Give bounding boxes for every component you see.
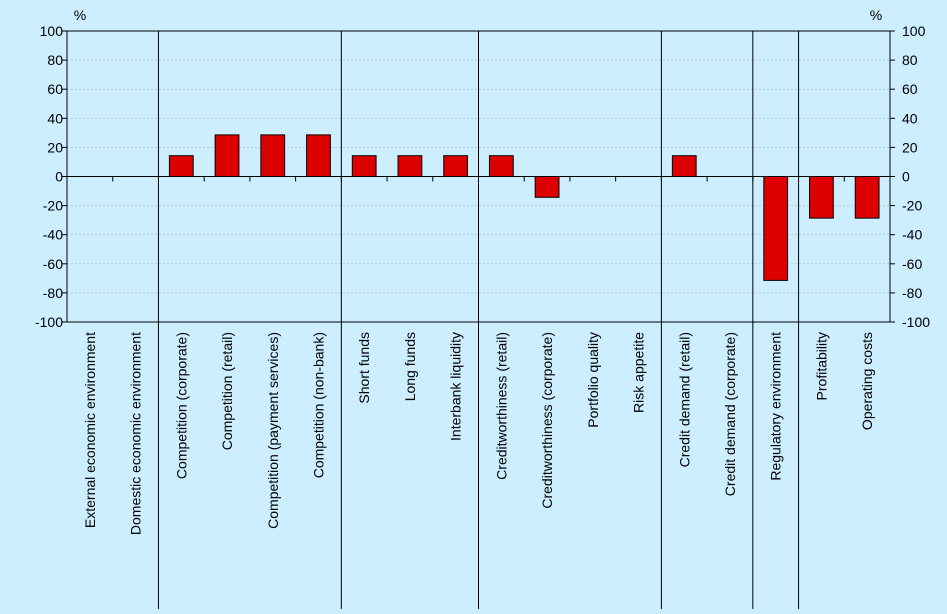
x-tick-label: Long funds bbox=[402, 332, 418, 401]
x-axis-labels: External economic environment Domestic ec… bbox=[82, 332, 875, 535]
group-separators bbox=[157, 31, 800, 609]
bar bbox=[809, 176, 834, 219]
x-tick-label: External economic environment bbox=[82, 332, 98, 528]
y-tick-label-right: 80 bbox=[902, 52, 918, 68]
bar bbox=[260, 134, 286, 177]
bar bbox=[168, 155, 194, 177]
bar bbox=[214, 134, 240, 177]
x-tick-label: Profitability bbox=[813, 332, 829, 400]
y-tick-label-right: -20 bbox=[902, 198, 922, 214]
bar-series bbox=[168, 134, 880, 281]
bar bbox=[488, 155, 514, 177]
x-tick-label: Creditworthiness (retail) bbox=[493, 332, 509, 480]
y-axis-left-unit: % bbox=[74, 7, 86, 23]
y-tick-label-right: -80 bbox=[902, 285, 922, 301]
y-tick-label-left: -100 bbox=[35, 314, 63, 330]
y-tick-label-left: 40 bbox=[47, 110, 63, 126]
x-tick-label: Interbank liquidity bbox=[448, 332, 464, 441]
y-tick-label-left: -60 bbox=[43, 256, 63, 272]
y-tick-label-left: 80 bbox=[47, 52, 63, 68]
x-tick-label: Domestic economic environment bbox=[128, 332, 144, 535]
x-tick-label: Competition (payment services) bbox=[265, 332, 281, 529]
x-tick-label: Competition (non-bank) bbox=[310, 332, 326, 478]
bar bbox=[443, 155, 469, 177]
y-tick-label-left: -40 bbox=[43, 227, 63, 243]
x-tick-label: Credit demand (retail) bbox=[676, 332, 692, 467]
x-tick-label: Competition (corporate) bbox=[173, 332, 189, 479]
y-tick-label-left: -80 bbox=[43, 285, 63, 301]
bar bbox=[351, 155, 377, 177]
x-tick-label: Credit demand (corporate) bbox=[722, 332, 738, 496]
y-axis-right-unit: % bbox=[870, 7, 882, 23]
bar bbox=[306, 134, 331, 177]
x-tick-label: Creditworthiness (corporate) bbox=[539, 332, 555, 509]
y-tick-label-right: 20 bbox=[902, 139, 918, 155]
y-tick-label-left: 20 bbox=[47, 139, 63, 155]
bar bbox=[854, 176, 880, 219]
y-axis-left-ticks: 100 80 60 40 20 0 -20 -40 -60 -80 -100 bbox=[35, 23, 67, 330]
bar bbox=[534, 176, 560, 198]
y-tick-label-right: -100 bbox=[902, 314, 930, 330]
y-axis-right-ticks: 100 80 60 40 20 0 -20 -40 -60 -80 -100 bbox=[890, 23, 930, 330]
x-tick-label: Portfolio quality bbox=[585, 332, 601, 428]
y-tick-label-right: -60 bbox=[902, 256, 922, 272]
y-tick-label-right: 60 bbox=[902, 81, 918, 97]
y-tick-label-right: 0 bbox=[902, 169, 910, 185]
x-tick-label: Regulatory environment bbox=[768, 332, 784, 481]
y-tick-label-left: 0 bbox=[55, 169, 63, 185]
x-tick-label: Competition (retail) bbox=[219, 332, 235, 450]
x-tick-label: Short funds bbox=[356, 332, 372, 404]
y-tick-label-right: -40 bbox=[902, 227, 922, 243]
x-tick-label: Risk appetite bbox=[631, 332, 647, 413]
bar bbox=[763, 176, 789, 281]
bar bbox=[397, 155, 423, 177]
y-tick-label-right: 100 bbox=[902, 23, 926, 39]
y-tick-label-right: 40 bbox=[902, 110, 918, 126]
bar bbox=[671, 155, 697, 177]
y-tick-label-left: -20 bbox=[43, 198, 63, 214]
x-tick-label: Operating costs bbox=[859, 332, 875, 430]
y-tick-label-left: 60 bbox=[47, 81, 63, 97]
y-tick-label-left: 100 bbox=[40, 23, 64, 39]
